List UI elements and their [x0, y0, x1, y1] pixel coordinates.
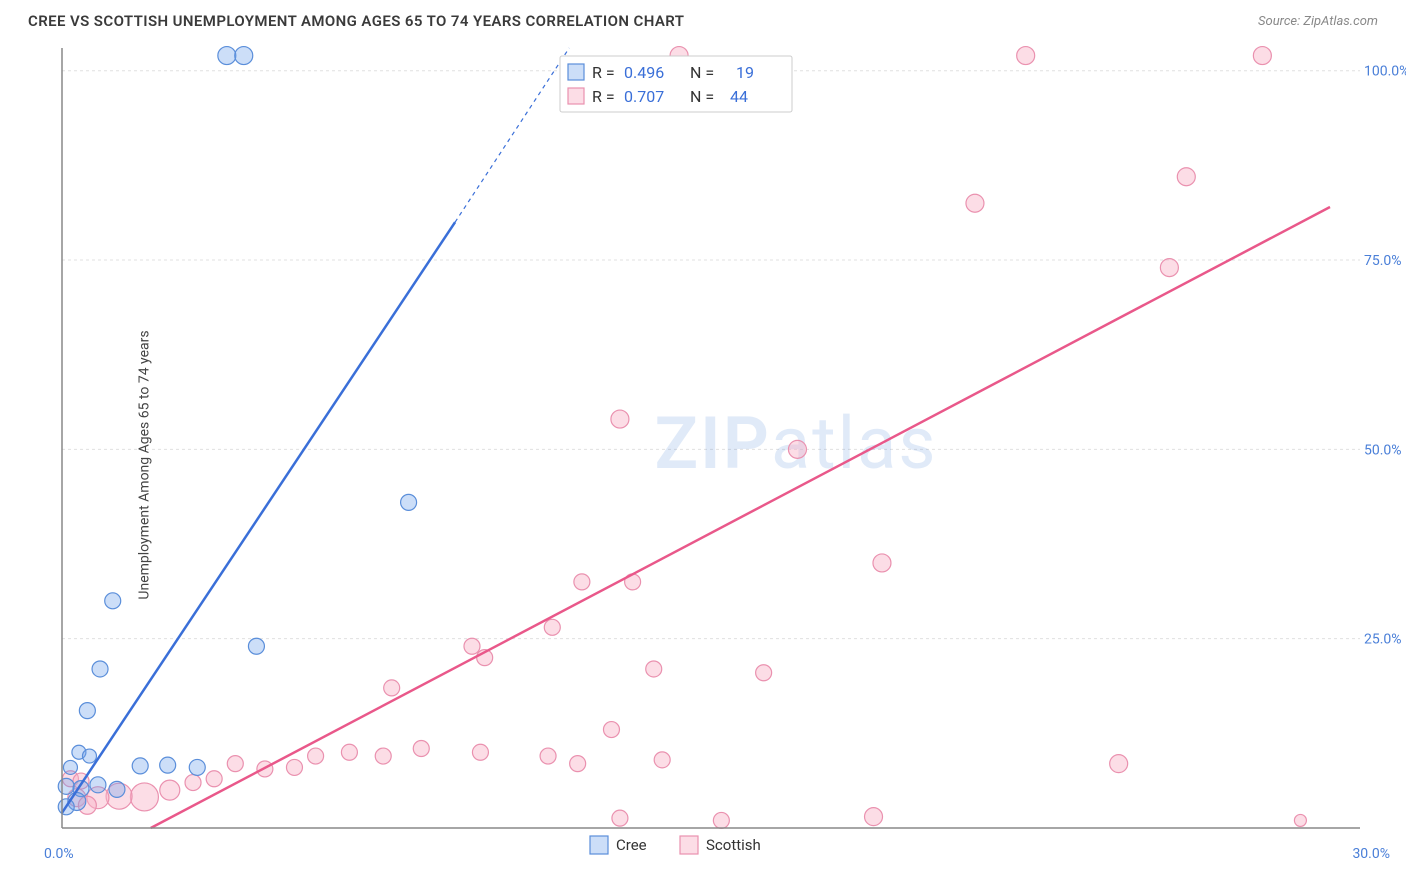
scottish-point[interactable]: [160, 780, 180, 800]
scottish-point[interactable]: [308, 748, 324, 764]
x-tick-label: 0.0%: [44, 846, 74, 862]
scottish-point[interactable]: [185, 775, 201, 791]
stat-r-label: R =: [592, 63, 615, 82]
stat-r-label: R =: [592, 87, 615, 106]
y-tick-label: 50.0%: [1364, 442, 1402, 458]
cree-point[interactable]: [90, 777, 106, 793]
cree-point[interactable]: [58, 778, 74, 794]
y-tick-label: 100.0%: [1364, 64, 1406, 80]
cree-n-value: 19: [736, 63, 754, 82]
scottish-point[interactable]: [865, 808, 883, 826]
scottish-point[interactable]: [570, 756, 586, 772]
scottish-point[interactable]: [341, 744, 357, 760]
scatter-plot-svg: 25.0%50.0%75.0%100.0%ZIPatlas0.0%30.0%R …: [0, 38, 1406, 892]
stat-n-label: N =: [690, 63, 714, 82]
cree-point[interactable]: [189, 759, 205, 775]
scottish-point[interactable]: [227, 756, 243, 772]
legend-scottish-label: Scottish: [706, 836, 761, 854]
cree-point[interactable]: [218, 47, 236, 65]
scottish-point[interactable]: [464, 638, 480, 654]
cree-point[interactable]: [235, 47, 253, 65]
cree-trendline: [62, 222, 455, 813]
scottish-point[interactable]: [873, 554, 891, 572]
cree-point[interactable]: [79, 703, 95, 719]
scottish-point[interactable]: [544, 619, 560, 635]
cree-point[interactable]: [160, 757, 176, 773]
scottish-point[interactable]: [384, 680, 400, 696]
scottish-point[interactable]: [713, 812, 729, 828]
legend-cree-label: Cree: [616, 836, 647, 854]
cree-swatch: [568, 64, 584, 80]
scottish-point[interactable]: [130, 783, 158, 811]
scottish-point[interactable]: [654, 752, 670, 768]
scottish-point[interactable]: [574, 574, 590, 590]
scottish-point[interactable]: [1110, 755, 1128, 773]
scottish-point[interactable]: [788, 440, 806, 458]
legend-cree-swatch: [590, 836, 608, 854]
legend-scottish-swatch: [680, 836, 698, 854]
cree-r-value: 0.496: [624, 63, 664, 82]
scottish-point[interactable]: [206, 771, 222, 787]
cree-point[interactable]: [109, 781, 125, 797]
cree-trendline-extrapolated: [455, 48, 569, 222]
scottish-point[interactable]: [1017, 47, 1035, 65]
cree-point[interactable]: [92, 661, 108, 677]
scottish-point[interactable]: [611, 410, 629, 428]
scottish-point[interactable]: [646, 661, 662, 677]
scottish-point[interactable]: [472, 744, 488, 760]
scottish-point[interactable]: [966, 194, 984, 212]
x-tick-label: 30.0%: [1352, 846, 1390, 862]
cree-point[interactable]: [401, 494, 417, 510]
scottish-point[interactable]: [375, 748, 391, 764]
chart-header: CREE VS SCOTTISH UNEMPLOYMENT AMONG AGES…: [0, 0, 1406, 38]
scottish-point[interactable]: [1160, 259, 1178, 277]
scottish-point[interactable]: [540, 748, 556, 764]
scottish-point[interactable]: [603, 722, 619, 738]
chart-area: Unemployment Among Ages 65 to 74 years 2…: [0, 38, 1406, 892]
scottish-point[interactable]: [1253, 47, 1271, 65]
scottish-point[interactable]: [286, 759, 302, 775]
cree-point[interactable]: [132, 758, 148, 774]
scottish-n-value: 44: [730, 87, 748, 106]
scottish-point[interactable]: [413, 740, 429, 756]
stat-n-label: N =: [690, 87, 714, 106]
scottish-trendline: [151, 207, 1330, 828]
scottish-point[interactable]: [612, 810, 628, 826]
scottish-point[interactable]: [1177, 168, 1195, 186]
scottish-point[interactable]: [1294, 814, 1306, 826]
cree-point[interactable]: [82, 749, 96, 763]
y-axis-label: Unemployment Among Ages 65 to 74 years: [137, 330, 153, 599]
chart-title: CREE VS SCOTTISH UNEMPLOYMENT AMONG AGES…: [28, 12, 684, 30]
scottish-r-value: 0.707: [624, 87, 664, 106]
y-tick-label: 25.0%: [1364, 632, 1402, 648]
cree-point[interactable]: [63, 760, 77, 774]
y-tick-label: 75.0%: [1364, 253, 1402, 269]
scottish-point[interactable]: [756, 665, 772, 681]
chart-source: Source: ZipAtlas.com: [1258, 14, 1378, 29]
cree-point[interactable]: [105, 593, 121, 609]
scottish-swatch: [568, 88, 584, 104]
cree-point[interactable]: [248, 638, 264, 654]
